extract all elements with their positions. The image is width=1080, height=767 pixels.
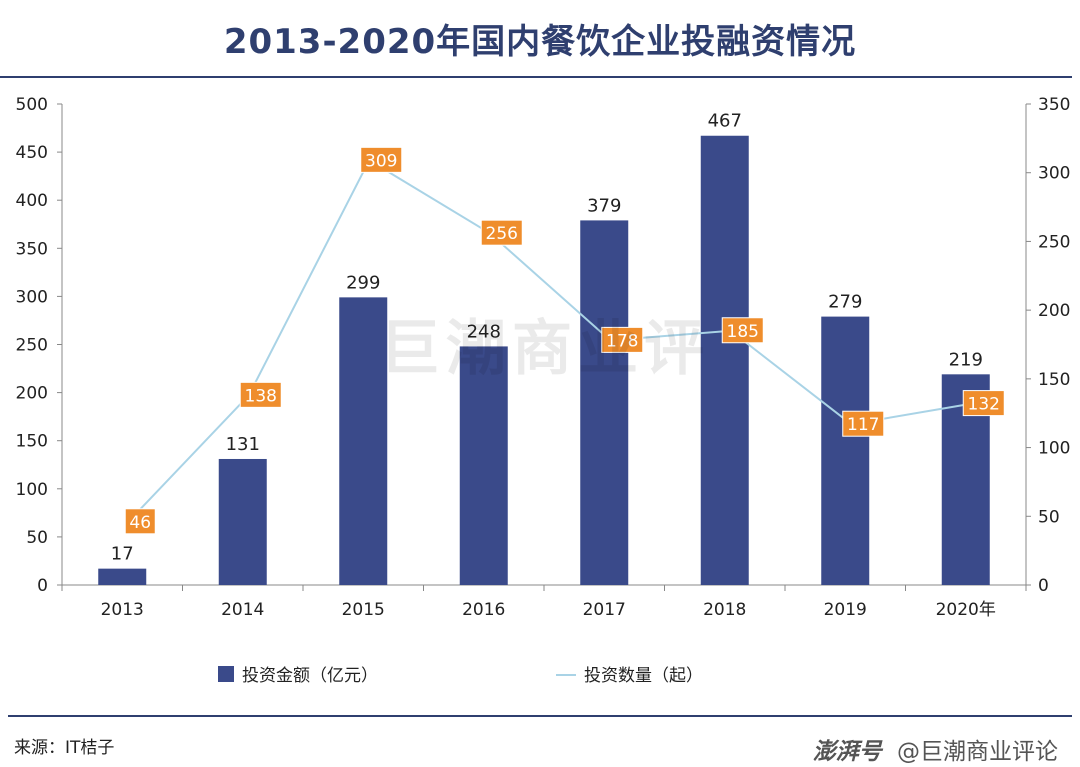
line-value-label: 138 <box>245 386 277 406</box>
line-series <box>127 158 972 523</box>
center-watermark: 巨潮商业评 <box>380 314 710 384</box>
y-right-tick-label: 300 <box>1038 164 1070 184</box>
footer-divider <box>8 715 1072 717</box>
bar <box>218 458 267 585</box>
y-left-tick-label: 400 <box>16 191 48 211</box>
x-tick-label: 2014 <box>221 600 264 620</box>
line-value-label-box <box>962 390 1005 417</box>
chart-canvas: 0 50 100 150 200 250 300 350 400 450 500 0 50 100 150 2… <box>16 95 1071 686</box>
x-tick-label: 2016 <box>462 600 505 620</box>
legend-label-bar: 投资金额（亿元） <box>242 666 378 686</box>
line-value-label-box <box>480 219 523 246</box>
bar <box>98 568 147 585</box>
line-value-label: 46 <box>129 513 151 533</box>
bar-value-label: 279 <box>828 292 862 313</box>
bar <box>700 135 749 585</box>
y-left-tick-label: 450 <box>16 143 48 163</box>
line-value-label-box <box>360 146 403 173</box>
line-value-label-box <box>842 410 885 437</box>
bar-value-label: 379 <box>587 195 621 216</box>
line-value-label-box <box>124 508 156 535</box>
line-value-label: 309 <box>365 151 397 171</box>
y-left-tick-label: 500 <box>16 95 48 115</box>
line-value-label: 132 <box>968 395 1000 415</box>
x-tick-label: 2013 <box>101 600 144 620</box>
line-value-label: 256 <box>486 224 518 244</box>
y-left-tick-label: 150 <box>16 432 48 452</box>
x-tick-label: 2020年 <box>936 600 996 620</box>
legend-label-line: 投资数量（起） <box>584 666 703 686</box>
account-handle: @巨潮商业评论 <box>897 739 1058 765</box>
bar-value-label: 467 <box>708 111 742 132</box>
y-left-tick-label: 0 <box>37 576 48 596</box>
platform-watermark: 澎湃号 @巨潮商业评论 <box>813 732 1058 766</box>
platform-logo: 澎湃号 <box>812 739 882 765</box>
line-value-label-box <box>601 326 644 353</box>
bar <box>339 297 388 585</box>
bar <box>580 220 629 586</box>
line-value-label-box <box>721 317 764 344</box>
x-tick-label: 2019 <box>824 600 867 620</box>
y-left-tick-label: 250 <box>16 336 48 356</box>
x-tick-label: 2017 <box>583 600 626 620</box>
bar-value-label: 17 <box>111 544 134 565</box>
source-note: 来源：IT桔子 <box>14 738 115 758</box>
bar-value-label: 248 <box>467 321 501 342</box>
bar <box>459 346 508 585</box>
line-value-label-box <box>239 381 282 408</box>
bar-value-label: 219 <box>949 349 983 370</box>
legend-swatch-bar <box>218 666 234 682</box>
bar <box>821 316 870 585</box>
y-left-tick-label: 300 <box>16 287 48 307</box>
bar-value-label: 131 <box>226 434 260 455</box>
x-tick-label: 2015 <box>342 600 385 620</box>
y-right-tick-label: 200 <box>1038 301 1070 321</box>
chart-title: 2013-2020年国内餐饮企业投融资情况 <box>223 22 857 62</box>
y-left-tick-label: 350 <box>16 239 48 259</box>
y-left-tick-label: 100 <box>16 480 48 500</box>
line-value-label: 178 <box>606 331 638 351</box>
y-right-tick-label: 100 <box>1038 439 1070 459</box>
y-right-tick-label: 150 <box>1038 370 1070 390</box>
y-right-tick-label: 50 <box>1038 507 1060 527</box>
y-right-tick-label: 250 <box>1038 232 1070 252</box>
y-left-tick-label: 50 <box>26 528 48 548</box>
y-left-tick-label: 200 <box>16 384 48 404</box>
title-divider <box>0 76 1072 78</box>
line-value-label: 185 <box>727 322 759 342</box>
line-value-label: 117 <box>847 415 879 435</box>
y-right-tick-label: 350 <box>1038 95 1070 115</box>
y-right-tick-label: 0 <box>1038 576 1049 596</box>
x-tick-label: 2018 <box>703 600 746 620</box>
bar-value-label: 299 <box>346 272 380 293</box>
